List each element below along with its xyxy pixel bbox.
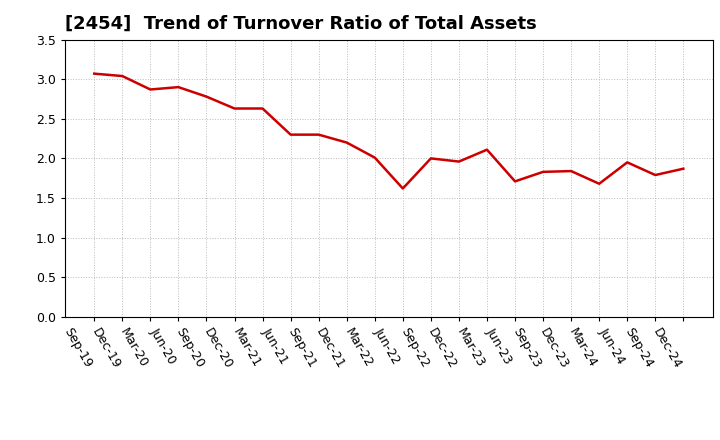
Text: [2454]  Trend of Turnover Ratio of Total Assets: [2454] Trend of Turnover Ratio of Total … xyxy=(65,15,536,33)
